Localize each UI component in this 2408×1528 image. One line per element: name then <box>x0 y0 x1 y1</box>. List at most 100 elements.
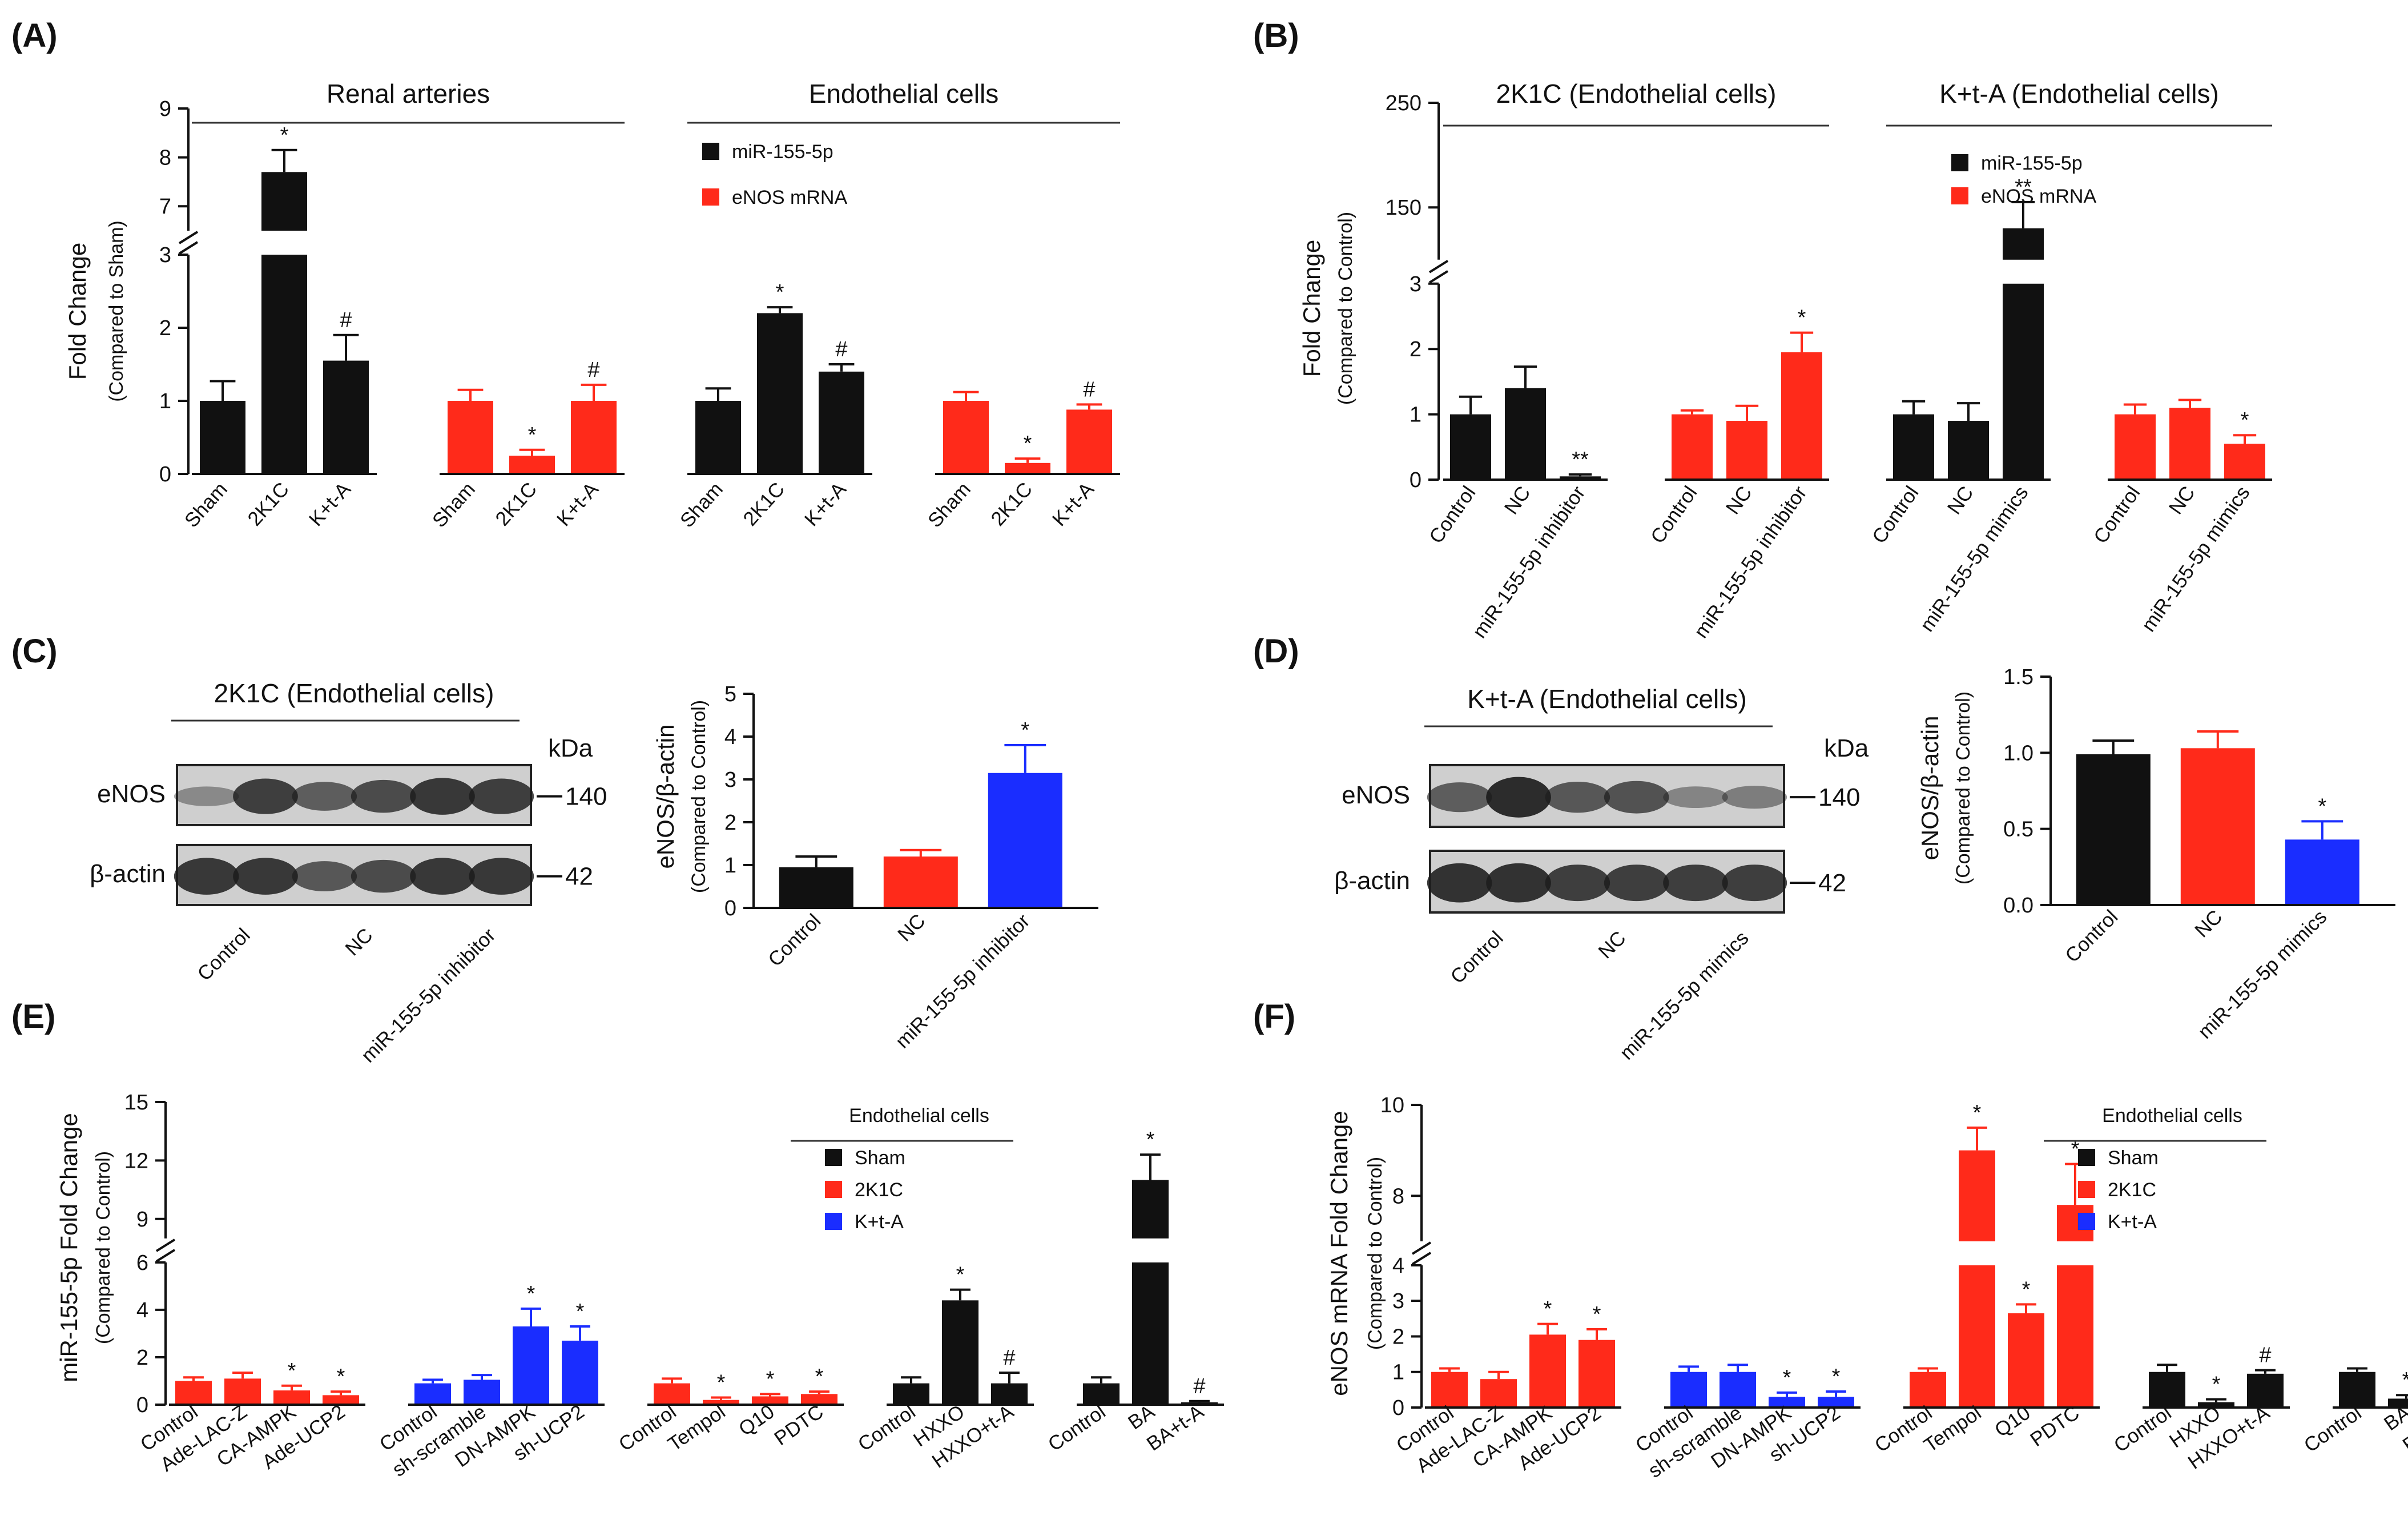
x-tick-label: miR-155-5p mimics <box>2137 482 2254 636</box>
x-tick-label: miR-155-5p inhibitor <box>1468 482 1590 642</box>
x-tick-label: miR-155-5p inhibitor <box>1690 482 1811 642</box>
axis-break-mark <box>178 241 199 255</box>
blot-band <box>1486 777 1551 818</box>
bar <box>752 1396 788 1405</box>
blot-row-label: β-actin <box>1334 867 1410 895</box>
lane-label: miR-155-5p inhibitor <box>357 924 500 1067</box>
axis-break-mark <box>1428 260 1449 274</box>
y-tick-label: 3 <box>159 243 171 267</box>
significance-mark: * <box>1832 1365 1841 1389</box>
bar <box>2285 839 2359 905</box>
legend-title: Endothelial cells <box>2102 1105 2242 1127</box>
x-tick-label: K+t-A <box>553 478 603 530</box>
bar <box>464 1380 500 1405</box>
significance-mark: # <box>2259 1344 2271 1368</box>
y-tick-label: 0 <box>159 463 171 486</box>
significance-mark: # <box>1193 1374 1205 1398</box>
chart-c: 0 1 2 3 4 5 eNOS/β-actin (Compared to Control) C… <box>652 682 1098 1052</box>
y-tick-label: 3 <box>724 768 736 792</box>
significance-mark: * <box>2241 408 2249 432</box>
y-tick-label: 5 <box>724 682 736 706</box>
y-axis-sublabel: (Compared to Control) <box>1335 212 1356 405</box>
bar <box>893 1383 929 1405</box>
axis-break-mark <box>178 231 199 244</box>
bar <box>1560 476 1601 480</box>
blot-band <box>174 786 239 806</box>
lane-label: Control <box>193 924 254 985</box>
x-tick-label: Tempol <box>664 1401 730 1456</box>
bar <box>757 313 803 474</box>
blot-band <box>174 858 239 895</box>
y-axis-sublabel: (Compared to Control) <box>92 1151 114 1344</box>
blot-band <box>1545 864 1610 902</box>
significance-mark: * <box>1146 1128 1155 1152</box>
significance-mark: * <box>2071 1137 2080 1161</box>
bar <box>883 857 958 908</box>
blot-band <box>351 779 416 813</box>
significance-mark: # <box>1003 1346 1015 1370</box>
significance-mark: * <box>1783 1366 1791 1390</box>
blot-band <box>410 858 475 895</box>
blot-band <box>1545 781 1610 813</box>
y-tick-label: 4 <box>724 725 736 749</box>
blot-band <box>351 859 416 893</box>
y-tick-label: 0 <box>1410 468 1422 492</box>
blot-band <box>1722 864 1787 902</box>
legend-swatch <box>1951 154 1968 171</box>
blot-row-label: eNOS <box>1342 781 1410 809</box>
bar <box>1726 421 1767 480</box>
y-axis-sublabel: (Compared to Control) <box>688 700 710 893</box>
bar-break-gap <box>260 231 308 255</box>
blot-band <box>1486 863 1551 903</box>
bar <box>1579 1340 1615 1408</box>
bar <box>2388 1398 2408 1408</box>
size-marker-label: 42 <box>565 863 593 891</box>
y-tick-label: 0.5 <box>2003 818 2033 842</box>
bar <box>448 401 493 474</box>
bar <box>2247 1373 2284 1408</box>
y-tick-label: 150 <box>1386 196 1422 220</box>
bar <box>1670 1372 1707 1408</box>
y-tick-label: 1.5 <box>2003 665 2033 689</box>
significance-mark: # <box>835 337 847 361</box>
legend-label: Sham <box>855 1147 905 1169</box>
size-marker-label: 42 <box>1818 869 1846 897</box>
x-tick-label: K+t-A <box>1048 478 1099 530</box>
significance-mark: # <box>340 308 352 332</box>
bar <box>943 401 989 474</box>
x-tick-label: 2K1C <box>986 478 1037 530</box>
bar <box>1450 414 1491 480</box>
y-tick-label: 8 <box>1392 1184 1404 1208</box>
bar <box>1910 1372 1946 1408</box>
bar <box>703 1400 739 1405</box>
y-axis-label: Fold Change <box>64 243 91 380</box>
bar <box>695 401 741 474</box>
significance-mark: * <box>766 1367 775 1391</box>
legend-swatch <box>702 188 719 206</box>
x-tick-label: Sham <box>924 478 975 532</box>
x-tick-label: Control <box>2110 1402 2176 1457</box>
bar <box>513 1326 549 1405</box>
x-tick-label: NC <box>2190 906 2226 942</box>
blot-band <box>233 858 298 895</box>
size-marker-label: 140 <box>1818 783 1860 811</box>
bar <box>1893 414 1934 480</box>
y-tick-label: 3 <box>1410 272 1422 296</box>
legend-swatch <box>2078 1181 2095 1198</box>
blot-band <box>1722 786 1787 809</box>
panel-label: (F) <box>1253 998 1295 1035</box>
bar <box>323 1395 359 1405</box>
bar <box>273 1390 310 1405</box>
significance-mark: ** <box>2015 175 2032 199</box>
western-blot-d: (D) K+t-A (Endothelial cells) kDa eNOS 140 β-… <box>1253 633 1869 1064</box>
x-tick-label: 2K1C <box>739 478 789 530</box>
significance-mark: * <box>576 1300 585 1324</box>
x-tick-label: PDTC <box>2026 1402 2083 1451</box>
panel-label: (D) <box>1253 633 1299 670</box>
x-tick-label: Tempol <box>1920 1402 1986 1457</box>
blot-band <box>1663 864 1728 902</box>
x-tick-label: K+t-A <box>305 478 356 530</box>
y-tick-label: 0 <box>1392 1396 1404 1420</box>
bar <box>2198 1402 2234 1408</box>
